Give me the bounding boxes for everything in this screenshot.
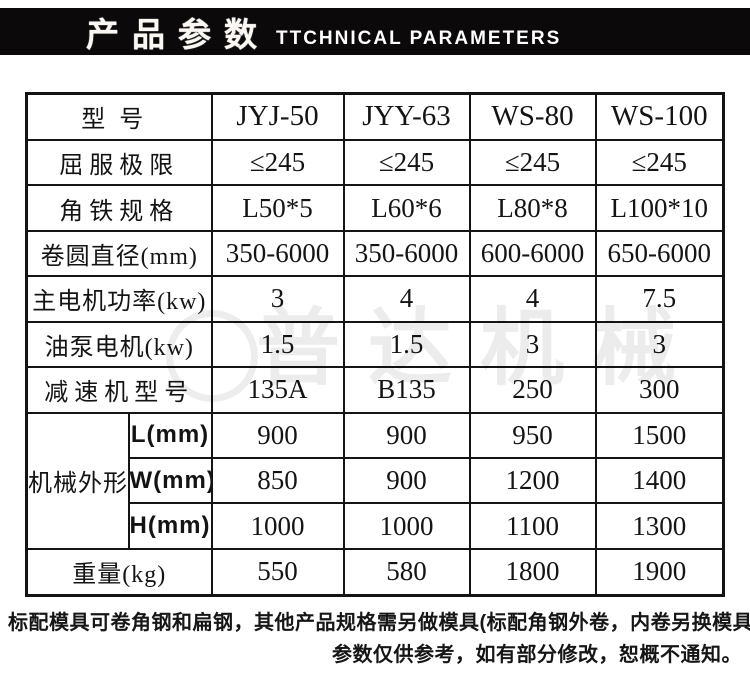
model-name: WS-100: [594, 92, 725, 141]
spec-value: 1.5: [210, 320, 345, 369]
model-header-label: 型号: [25, 92, 213, 141]
spec-table: 型号 JYJ-50 JYY-63 WS-80 WS-100 屈服极限 ≤245 …: [25, 92, 725, 597]
dims-sub-label: L(mm): [127, 411, 213, 460]
spec-label: 屈服极限: [25, 138, 213, 187]
spec-value: ≤245: [342, 138, 471, 187]
spec-value: 950: [468, 411, 597, 460]
spec-value: 1500: [594, 411, 725, 460]
spec-value: 350-6000: [342, 229, 471, 278]
footnote-line1: 标配模具可卷角钢和扁钢，其他产品规格需另做模具(标配角钢外卷，内卷另换模具)。: [8, 612, 750, 634]
spec-value: 250: [468, 366, 597, 414]
spec-value: 7.5: [594, 275, 725, 323]
footnote-line2: 参数仅供参考，如有部分修改，恕概不通知。: [332, 644, 742, 666]
spec-value: 580: [342, 547, 471, 597]
spec-value: 1100: [468, 502, 597, 550]
spec-value: 3: [468, 320, 597, 369]
spec-value: 850: [210, 457, 345, 505]
banner-title-en: TTCHNICAL PARAMETERS: [276, 28, 562, 49]
spec-label: 减速机型号: [25, 366, 213, 414]
spec-row-main-motor-power: 主电机功率(kw) 3 4 4 7.5: [25, 275, 725, 323]
model-name: JYY-63: [342, 92, 471, 141]
dims-row-width: W(mm) 850 900 1200 1400: [27, 457, 725, 505]
spec-value: 900: [342, 457, 471, 505]
model-name: WS-80: [468, 92, 597, 141]
spec-value: 900: [342, 411, 471, 460]
spec-value: ≤245: [594, 138, 725, 187]
spec-value: 135A: [210, 366, 345, 414]
spec-value: L60*6: [342, 184, 471, 232]
spec-value: 1400: [594, 457, 725, 505]
dims-row-height: H(mm) 1000 1000 1100 1300: [27, 502, 725, 550]
spec-value: 600-6000: [468, 229, 597, 278]
dims-sub-label: W(mm): [127, 457, 213, 505]
spec-value: 300: [594, 366, 725, 414]
spec-value: 4: [342, 275, 471, 323]
spec-value: 1.5: [342, 320, 471, 369]
header-row: 型号 JYJ-50 JYY-63 WS-80 WS-100: [25, 92, 725, 141]
dims-row-length: 机械外形 L(mm) 900 900 950 1500: [25, 411, 725, 550]
title-banner: 产品参数 TTCHNICAL PARAMETERS: [0, 8, 750, 55]
dims-group-label: 机械外形: [25, 411, 130, 550]
spec-value: 1000: [210, 502, 345, 550]
spec-row-oil-pump-motor: 油泵电机(kw) 1.5 1.5 3 3: [25, 320, 725, 369]
banner-title-zh: 产品参数: [86, 14, 270, 54]
spec-value: 1200: [468, 457, 597, 505]
spec-label: 卷圆直径(mm): [25, 229, 213, 278]
spec-row-reducer-model: 减速机型号 135A B135 250 300: [25, 366, 725, 414]
spec-value: 3: [594, 320, 725, 369]
spec-row-angle-iron-spec: 角铁规格 L50*5 L60*6 L80*8 L100*10: [25, 184, 725, 232]
spec-label: 角铁规格: [25, 184, 213, 232]
spec-value: 1300: [594, 502, 725, 550]
spec-value: 1800: [468, 547, 597, 597]
spec-value: 350-6000: [210, 229, 345, 278]
spec-row-yield-limit: 屈服极限 ≤245 ≤245 ≤245 ≤245: [25, 138, 725, 187]
spec-value: 550: [210, 547, 345, 597]
model-name: JYJ-50: [210, 92, 345, 141]
spec-row-weight: 重量(kg) 550 580 1800 1900: [25, 547, 725, 597]
spec-value: 650-6000: [594, 229, 725, 278]
spec-value: 4: [468, 275, 597, 323]
spec-value: 900: [210, 411, 345, 460]
spec-value: 1000: [342, 502, 471, 550]
spec-value: B135: [342, 366, 471, 414]
spec-label: 重量(kg): [25, 547, 213, 597]
spec-value: L100*10: [594, 184, 725, 232]
spec-label: 主电机功率(kw): [25, 275, 213, 323]
spec-value: L50*5: [210, 184, 345, 232]
spec-value: ≤245: [210, 138, 345, 187]
spec-label: 油泵电机(kw): [25, 320, 213, 369]
spec-value: 1900: [594, 547, 725, 597]
dims-sub-label: H(mm): [127, 502, 213, 550]
spec-value: ≤245: [468, 138, 597, 187]
spec-value: 3: [210, 275, 345, 323]
spec-row-rolling-diameter: 卷圆直径(mm) 350-6000 350-6000 600-6000 650-…: [25, 229, 725, 278]
spec-value: L80*8: [468, 184, 597, 232]
